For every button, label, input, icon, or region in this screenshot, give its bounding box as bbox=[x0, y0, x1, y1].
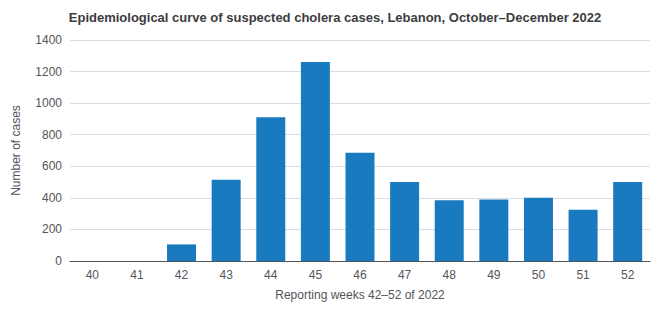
svg-text:45: 45 bbox=[309, 268, 323, 282]
svg-text:40: 40 bbox=[86, 268, 100, 282]
svg-text:42: 42 bbox=[175, 268, 189, 282]
svg-text:46: 46 bbox=[353, 268, 367, 282]
svg-text:400: 400 bbox=[42, 191, 62, 205]
svg-text:200: 200 bbox=[42, 222, 62, 236]
svg-text:51: 51 bbox=[576, 268, 590, 282]
svg-text:800: 800 bbox=[42, 128, 62, 142]
svg-text:1200: 1200 bbox=[35, 65, 62, 79]
svg-text:0: 0 bbox=[55, 254, 62, 268]
svg-text:50: 50 bbox=[532, 268, 546, 282]
svg-text:600: 600 bbox=[42, 159, 62, 173]
svg-text:1400: 1400 bbox=[35, 33, 62, 47]
svg-text:43: 43 bbox=[219, 268, 233, 282]
svg-text:52: 52 bbox=[621, 268, 635, 282]
svg-text:Number of cases: Number of cases bbox=[9, 105, 23, 196]
svg-text:47: 47 bbox=[398, 268, 412, 282]
svg-text:Reporting weeks 42–52 of 2022: Reporting weeks 42–52 of 2022 bbox=[275, 288, 445, 302]
svg-text:48: 48 bbox=[443, 268, 457, 282]
svg-text:49: 49 bbox=[487, 268, 501, 282]
svg-text:41: 41 bbox=[130, 268, 144, 282]
svg-text:44: 44 bbox=[264, 268, 278, 282]
svg-text:Epidemiological curve of suspe: Epidemiological curve of suspected chole… bbox=[69, 10, 601, 25]
svg-text:1000: 1000 bbox=[35, 96, 62, 110]
